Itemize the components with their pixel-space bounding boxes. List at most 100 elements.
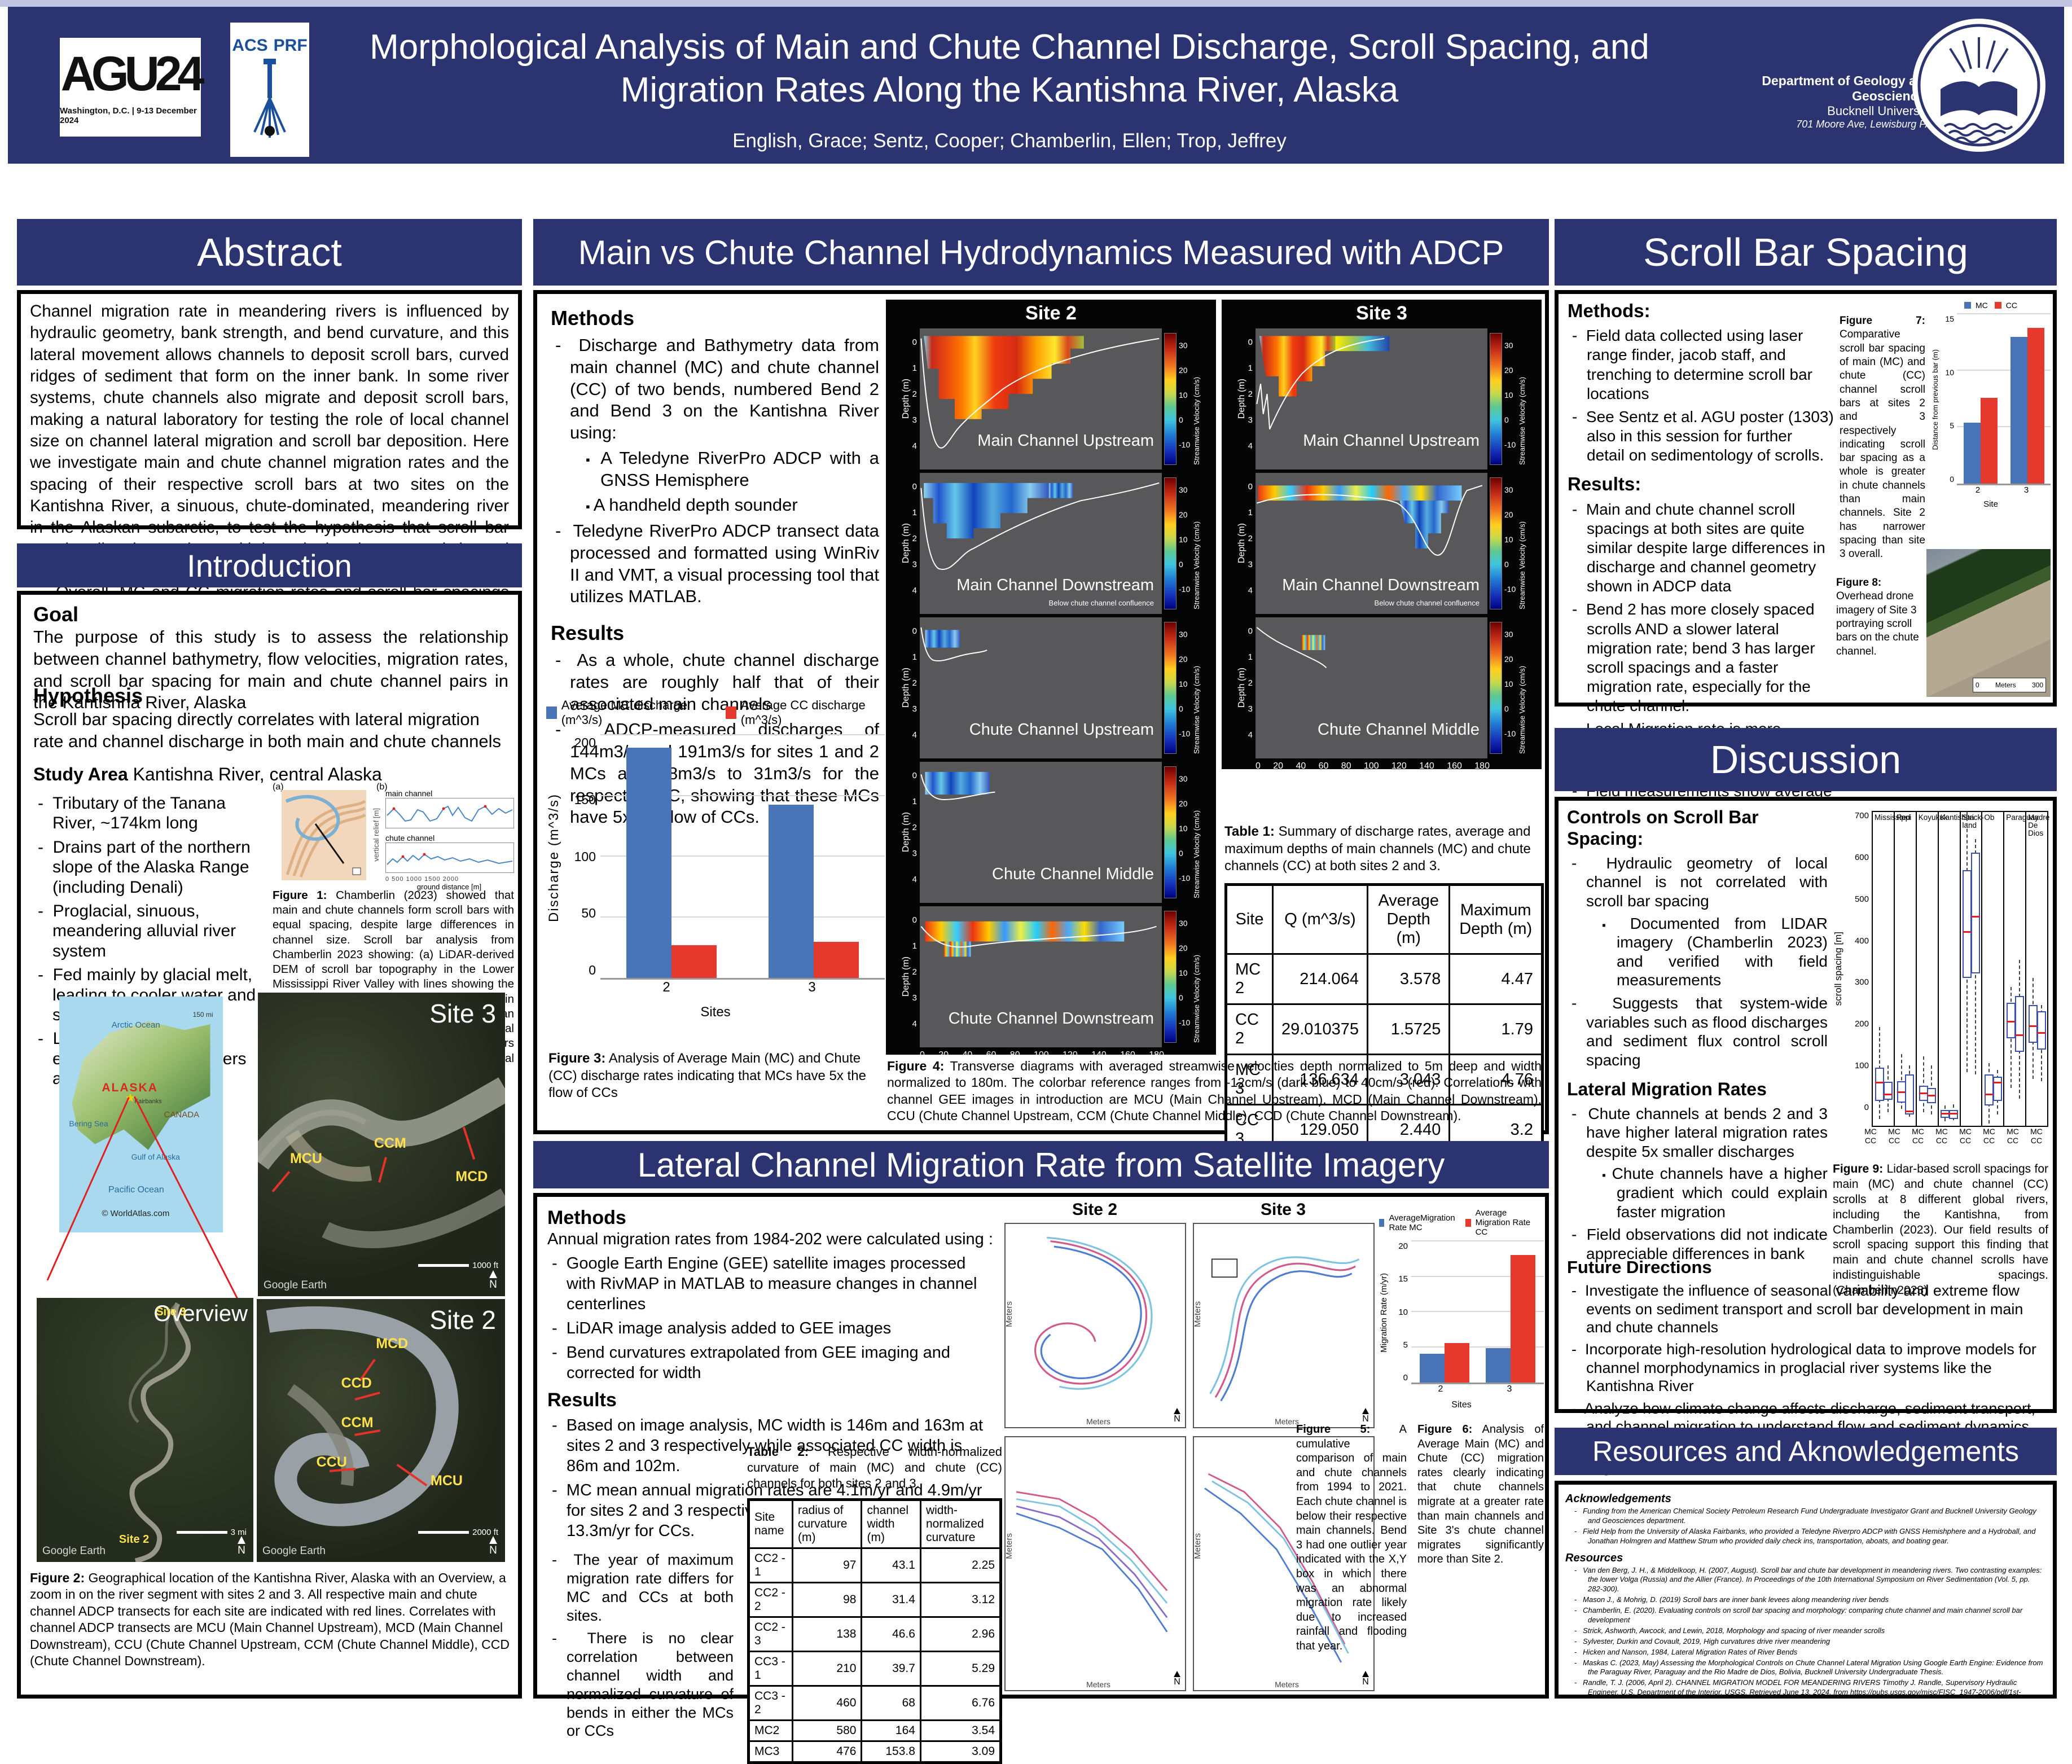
site3-river-shape — [258, 1077, 505, 1248]
ytick: 50 — [581, 906, 596, 921]
figure6-plot-area — [1411, 1240, 1544, 1384]
migration-result-item: The year of maximum migration rate diffe… — [547, 1551, 734, 1625]
panel-label: Chute Channel Upstream — [969, 721, 1154, 739]
adcp-text-column: Methods Discharge and Bathymetry data fr… — [551, 305, 879, 832]
panel-label: Chute Channel Downstream — [948, 1010, 1154, 1028]
pacific-ocean-label: Pacific Ocean — [108, 1185, 164, 1195]
future-item: Incorporate high-resolution hydrological… — [1567, 1340, 2045, 1395]
colorbar-ticks: 30 20 10 0 -10 — [1504, 485, 1516, 594]
future-item: Investigate the influence of seasonal va… — [1567, 1282, 2045, 1336]
site2-river-shape — [266, 1306, 459, 1526]
figure3-legend-cc: Average CC discharge (m^3/s) — [726, 698, 885, 727]
ytick: 100 — [574, 849, 596, 864]
adcp-panel-row: Depth (m) 0 1 2 3 4 Main Channel Downstre… — [1222, 471, 1542, 616]
north-label: N — [1362, 1677, 1369, 1687]
meters-xlabel: Meters — [1086, 1680, 1110, 1689]
figure1-main-profile-plot — [385, 798, 514, 828]
table1-header: Site — [1225, 884, 1274, 955]
controls-item: Hydraulic geometry of local channel is n… — [1567, 854, 1828, 990]
depth-ticks: 0 1 2 3 4 — [1248, 337, 1253, 451]
site2-cumulative-lines — [1016, 1491, 1168, 1633]
figure8-caption-text: Overhead drone imagery of Site 3 portray… — [1836, 590, 1919, 657]
cell: CC2 - 3 — [748, 1616, 793, 1653]
site3-scalebar: 1000 ft — [418, 1261, 498, 1270]
legend-label: AverageMigration Rate MC — [1389, 1213, 1455, 1232]
cell: 39.7 — [861, 1651, 921, 1687]
abstract-title: Abstract — [197, 230, 342, 274]
colorbar-gradient — [1490, 477, 1502, 609]
colorbar-gradient — [1490, 622, 1502, 754]
scrollbar-section-title: Scroll Bar Spacing — [1643, 230, 1968, 274]
table2: Site name radius of curvature (m) channe… — [747, 1498, 1002, 1764]
figure8-caption: Figure 8: Overhead drone imagery of Site… — [1836, 576, 1921, 659]
site3-cumulative-lines — [1204, 1473, 1349, 1663]
xtick: 20 — [938, 1050, 949, 1060]
depth-ticks: 0 1 2 3 4 — [912, 337, 917, 451]
colorbar-gradient — [1164, 911, 1177, 1043]
table1-row: MC 3 136.634 3.043 4.76 — [1225, 1054, 1543, 1106]
depth-axis-label: Depth (m) — [901, 668, 911, 708]
site3-centerlines — [1209, 1256, 1360, 1402]
figure6-caption-text: Analysis of Average Main (MC) and Chute … — [1417, 1423, 1544, 1566]
panel-label: Main Channel Downstream — [1282, 576, 1480, 594]
figure9-river-cell: Strick- land — [1961, 812, 1984, 1126]
figure1-chute-channel-label: chute channel — [385, 833, 435, 842]
colorbar-label: Streamwise Velocity (cm/s) — [1518, 521, 1527, 609]
colorbar-label: Streamwise Velocity (cm/s) — [1192, 665, 1201, 754]
figure6-legend-cc: Average Migration Rate CC — [1465, 1208, 1544, 1237]
cell: 98 — [791, 1582, 863, 1618]
figure3-bargroup-site2 — [626, 735, 717, 978]
mc-cc-pair: MC CC — [1888, 1127, 1900, 1145]
bar-mc-site3 — [2010, 337, 2027, 484]
figure1-xlabel: ground distance [m] — [416, 883, 482, 891]
figure6-yticks: 20 15 10 5 0 — [1389, 1241, 1411, 1383]
figure9-river-cell: Red — [1895, 812, 1917, 1126]
cell: 4.76 — [1448, 1054, 1543, 1106]
figure7-legend-cc: CC — [1994, 301, 2017, 310]
adcp-box: Methods Discharge and Bathymetry data fr… — [533, 290, 1549, 1157]
goal-heading: Goal — [33, 603, 79, 626]
table1-header-row: Site Q (m^3/s) Average Depth (m) Maximum… — [1225, 884, 1543, 955]
xtick: 2 — [662, 980, 670, 995]
affiliation-university: Bucknell University — [1827, 104, 1932, 118]
depth-axis-label: Depth (m) — [901, 523, 911, 564]
figure9-caption-label: Figure 9: — [1833, 1162, 1884, 1175]
scrollbar-method-item: Field data collected using laser range f… — [1568, 326, 1834, 403]
adcp-panel-row: Depth (m) 0 1 2 3 4 Chute Channel Middle … — [886, 760, 1216, 905]
migration-results-narrow: The year of maximum migration rate diffe… — [547, 1547, 734, 1744]
colorbar-label: Streamwise Velocity (cm/s) — [1518, 376, 1527, 465]
river-name: Koyukuk — [1918, 813, 1948, 822]
colorbar-label: Streamwise Velocity (cm/s) — [1192, 376, 1201, 465]
figure1-panel-b-label: (b) — [376, 782, 388, 792]
xtick: 0 — [920, 1050, 925, 1060]
study-bullet: Proglacial, sinuous, meandering alluvial… — [33, 901, 266, 961]
cell: 1.5725 — [1367, 1003, 1451, 1056]
figure6-chart: AverageMigration Rate MC Average Migrati… — [1379, 1208, 1544, 1410]
table2-header: Site name — [748, 1499, 793, 1550]
site2-transect-label: MCU — [431, 1472, 463, 1489]
figure3-plot-area — [600, 734, 885, 980]
legend-swatch-red — [1994, 302, 2001, 309]
colorbar-ticks: 30 20 10 0 -10 — [1179, 919, 1191, 1027]
figure1-panel-a-label: (a) — [273, 782, 284, 792]
adcp-velocity-panel: Main Channel Downstream Below chute chan… — [1256, 473, 1487, 614]
scrollbar-section-header: Scroll Bar Spacing — [1555, 219, 2057, 286]
table2-caption-text: Respective width-normalized curvature of… — [747, 1445, 1002, 1491]
adcp-panel-row: Depth (m) 0 1 2 3 4 Chute Channel Upstrea… — [886, 616, 1216, 760]
adcp-site2-figure: Site 2 Depth (m) 0 1 2 3 4 Main Channel U… — [886, 300, 1216, 1074]
mc-cc-pair: MC CC — [1912, 1127, 1924, 1145]
cell: MC3 — [748, 1740, 793, 1764]
lateral-text: Chute channels at bends 2 and 3 have hig… — [1586, 1104, 1828, 1160]
legend-swatch-blue — [1964, 302, 1971, 309]
depth-ticks: 0 1 2 3 4 — [1248, 482, 1253, 595]
xtick: 2 — [1975, 485, 1981, 495]
site3-cumulative-plot: Meters Meters N — [1193, 1436, 1375, 1691]
cell: 29.010375 — [1271, 1003, 1369, 1056]
overview-site3-label: Site 3 — [156, 1306, 186, 1319]
migration-result-item: Based on image analysis, MC width is 146… — [547, 1416, 994, 1477]
cell: CC3 - 1 — [748, 1651, 793, 1687]
migration-method-item: Google Earth Engine (GEE) satellite imag… — [547, 1254, 994, 1315]
cell: 97 — [791, 1547, 863, 1584]
figure7-bargroup-site2 — [1963, 314, 1998, 484]
migration-text-column: Methods Annual migration rates from 1984… — [547, 1206, 994, 1546]
